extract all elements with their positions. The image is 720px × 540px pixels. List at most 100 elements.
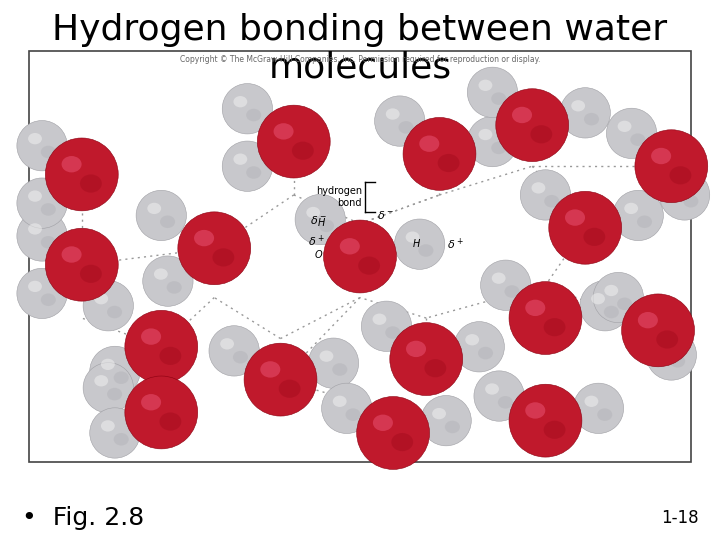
Text: O: O [315,249,323,260]
Text: •  Fig. 2.8: • Fig. 2.8 [22,507,144,530]
Circle shape [136,190,186,241]
Ellipse shape [160,215,175,228]
Ellipse shape [41,146,56,158]
Circle shape [83,363,133,413]
Ellipse shape [166,281,181,294]
Text: Hydrogen bonding between water: Hydrogen bonding between water [53,13,667,46]
Ellipse shape [107,388,122,401]
Ellipse shape [28,223,42,234]
Circle shape [125,376,198,449]
Circle shape [323,220,397,293]
Bar [29,51,691,462]
Ellipse shape [28,281,42,292]
Text: hydrogen
bond: hydrogen bond [316,186,362,208]
Circle shape [509,384,582,457]
Ellipse shape [141,328,161,345]
Ellipse shape [94,293,108,305]
Ellipse shape [424,359,446,377]
Circle shape [521,170,571,220]
Ellipse shape [597,408,612,421]
Circle shape [295,194,346,245]
Circle shape [613,190,663,241]
Circle shape [178,212,251,285]
Text: $\delta^-$: $\delta^-$ [310,214,327,226]
Ellipse shape [346,408,361,421]
Circle shape [467,117,518,167]
Ellipse shape [107,306,122,319]
Circle shape [467,67,518,118]
Circle shape [646,330,696,380]
Ellipse shape [638,312,658,328]
Ellipse shape [159,347,181,365]
Ellipse shape [491,92,506,105]
Ellipse shape [526,300,545,316]
Ellipse shape [479,129,492,140]
Circle shape [606,108,657,159]
Ellipse shape [565,210,585,226]
Circle shape [573,383,624,434]
Circle shape [222,84,273,134]
Circle shape [374,96,425,146]
Ellipse shape [604,285,618,296]
Ellipse shape [618,120,631,132]
Ellipse shape [683,195,698,207]
Text: H: H [413,239,420,249]
Circle shape [480,260,531,310]
Circle shape [17,120,67,171]
Text: Copyright © The McGraw-Hill Companies, Inc. Permission required for reproduction: Copyright © The McGraw-Hill Companies, I… [180,55,540,64]
Circle shape [474,371,524,421]
Ellipse shape [41,293,56,306]
Ellipse shape [584,113,599,125]
Circle shape [390,323,463,395]
Ellipse shape [445,421,460,433]
Ellipse shape [512,107,532,123]
Circle shape [580,281,630,331]
Text: H: H [318,218,325,227]
Circle shape [17,178,67,228]
Ellipse shape [80,174,102,193]
Text: molecules: molecules [269,51,451,84]
Circle shape [222,141,273,191]
Ellipse shape [292,141,314,160]
Ellipse shape [571,100,585,111]
Circle shape [395,219,445,269]
Ellipse shape [531,182,545,193]
Ellipse shape [372,314,387,325]
Ellipse shape [405,232,420,243]
Ellipse shape [385,326,400,339]
Ellipse shape [332,363,347,376]
Circle shape [17,211,67,261]
Ellipse shape [637,215,652,228]
Circle shape [421,395,472,446]
Ellipse shape [492,273,505,284]
Circle shape [257,105,330,178]
Ellipse shape [340,238,360,254]
Text: $\delta^+$: $\delta^+$ [447,237,464,252]
Circle shape [90,346,140,396]
Circle shape [635,130,708,202]
Ellipse shape [233,96,247,107]
Text: $\delta^+$: $\delta^+$ [308,233,325,249]
Ellipse shape [656,330,678,349]
Ellipse shape [233,153,247,165]
Ellipse shape [432,408,446,419]
Ellipse shape [438,154,459,172]
Ellipse shape [386,109,400,120]
Circle shape [361,301,412,352]
Ellipse shape [154,268,168,280]
Ellipse shape [544,195,559,207]
Ellipse shape [358,256,380,275]
Ellipse shape [274,123,294,139]
Ellipse shape [373,415,393,431]
Ellipse shape [220,338,234,349]
Ellipse shape [246,166,261,179]
Circle shape [17,268,67,319]
Ellipse shape [544,318,565,336]
Circle shape [496,89,569,161]
Circle shape [209,326,259,376]
Ellipse shape [246,109,261,122]
Text: 1-18: 1-18 [661,509,698,528]
Ellipse shape [391,433,413,451]
Ellipse shape [80,265,102,283]
Ellipse shape [465,334,479,346]
